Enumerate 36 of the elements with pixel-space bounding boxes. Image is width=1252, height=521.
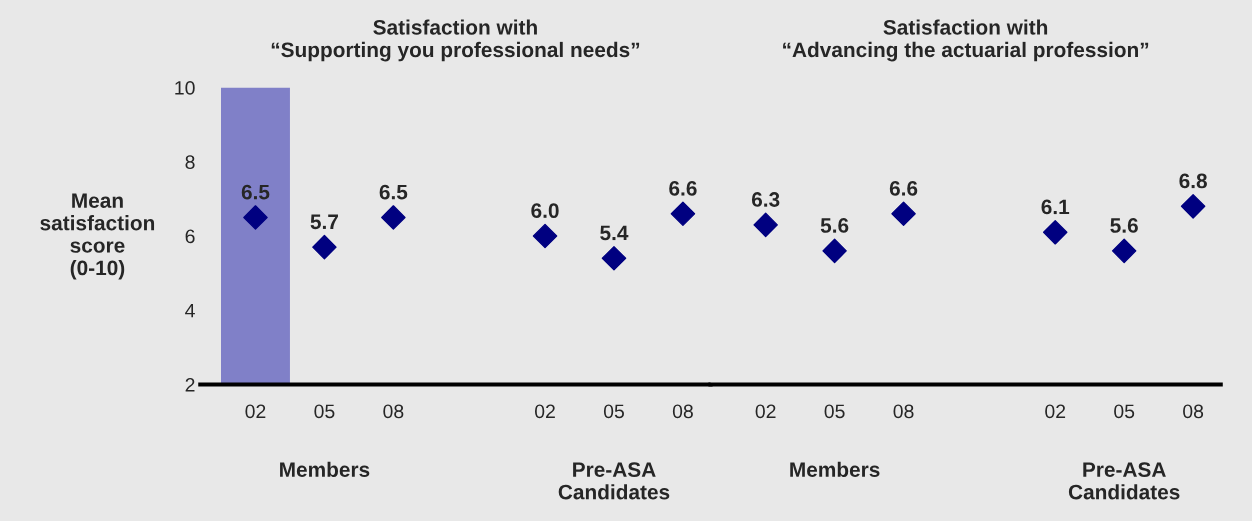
- data-label: 5.6: [820, 218, 849, 233]
- y-tick-label: 4: [185, 303, 195, 318]
- x-tick-label: 02: [245, 404, 266, 419]
- y-tick-label: 2: [185, 377, 195, 392]
- data-label: 6.3: [751, 192, 780, 207]
- chart-title: Satisfaction with “Advancing the actuarial profession”: [783, 19, 1149, 62]
- x-tick-label: 02: [755, 404, 776, 419]
- text: Members: [280, 461, 370, 478]
- x-tick-label: 05: [603, 404, 624, 419]
- x-tick-label: 08: [893, 404, 914, 419]
- x-tick-label: 02: [1045, 404, 1066, 419]
- x-tick-label: 08: [672, 404, 693, 419]
- x-tick-label: 05: [1114, 404, 1135, 419]
- text: Members: [790, 461, 880, 478]
- data-label: 6.1: [1041, 199, 1070, 215]
- y-tick-label: 8: [185, 155, 195, 170]
- chart-title: Satisfaction with “Supporting you professional needs”: [271, 19, 640, 62]
- x-tick-label: 08: [1183, 404, 1204, 419]
- data-label: 6.8: [1179, 173, 1207, 189]
- text: Pre-ASA Candidates: [558, 462, 670, 500]
- y-axis-title: Mean satisfaction score (0-10): [40, 193, 155, 280]
- data-label: 6.0: [531, 203, 559, 219]
- y-tick-label: 6: [185, 229, 195, 244]
- text: Pre-ASA Candidates: [1068, 462, 1180, 500]
- x-tick-label: 02: [534, 404, 555, 419]
- x-tick-label: 05: [824, 404, 845, 419]
- x-tick-label: 08: [383, 404, 404, 419]
- data-label: 6.5: [379, 184, 408, 200]
- data-label: 5.7: [310, 214, 338, 230]
- data-label: 6.6: [889, 180, 918, 196]
- data-label: 6.6: [669, 180, 697, 196]
- data-label: 5.6: [1110, 218, 1138, 233]
- data-label: 5.4: [600, 225, 629, 241]
- data-label: 6.5: [241, 184, 270, 200]
- y-tick-label: 10: [175, 81, 195, 95]
- x-tick-label: 05: [314, 404, 335, 419]
